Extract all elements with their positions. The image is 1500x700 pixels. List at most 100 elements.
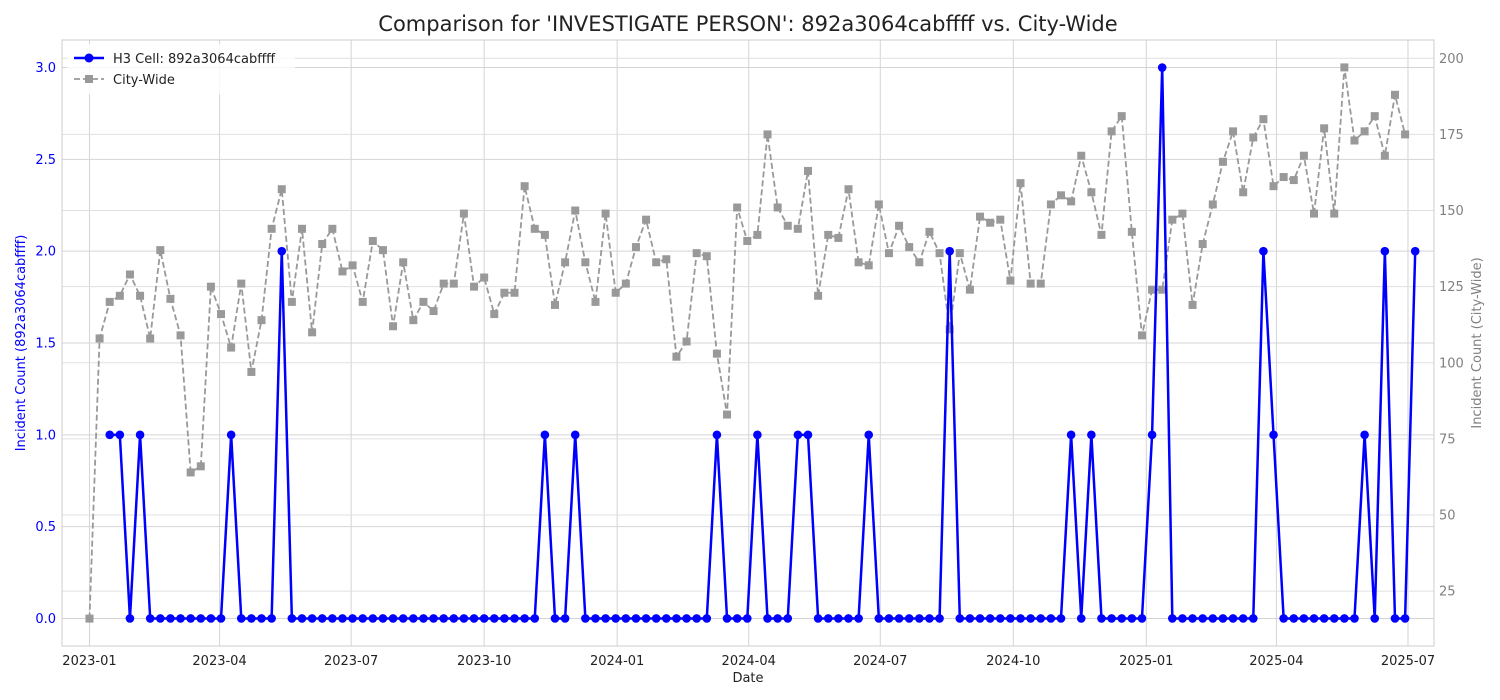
h3-cell-point (874, 614, 884, 623)
h3-cell-point (135, 430, 145, 440)
h3-cell-point (611, 614, 621, 623)
h3-cell-point (753, 430, 762, 440)
city-wide-point (550, 300, 559, 309)
city-wide-point (925, 227, 934, 236)
h3-cell-point (975, 614, 985, 623)
h3-cell-point (844, 614, 853, 623)
h3-cell-point (317, 614, 327, 623)
h3-cell-point (156, 614, 165, 623)
city-wide-point (348, 261, 357, 270)
h3-cell-point (459, 614, 469, 623)
y-left-tick-label: 2.5 (35, 153, 56, 168)
h3-cell-point (267, 614, 276, 623)
h3-cell-point (196, 614, 206, 623)
h3-cell-point (166, 614, 175, 623)
h3-cell-point (1208, 614, 1218, 623)
legend-marker-city-wide (85, 75, 93, 83)
h3-cell-point (1198, 614, 1207, 623)
city-wide-point (105, 297, 114, 306)
city-wide-point (803, 166, 812, 175)
h3-cell-point (894, 614, 904, 623)
city-wide-point (642, 215, 651, 224)
city-wide-point (905, 243, 914, 252)
city-wide-point (136, 291, 145, 300)
city-wide-point (146, 334, 155, 343)
city-wide-point (1259, 115, 1268, 124)
city-wide-point (965, 285, 974, 294)
h3-cell-point (803, 430, 813, 440)
series-h3-cell (105, 63, 1420, 623)
city-wide-point (611, 288, 620, 297)
y-right-tick-label: 125 (1439, 280, 1464, 295)
h3-cell-point (398, 614, 408, 623)
city-wide-point (955, 249, 964, 258)
city-wide-point (986, 218, 995, 227)
h3-cell-point (1016, 614, 1025, 623)
h3-cell-point (1309, 614, 1319, 623)
city-wide-point (125, 270, 134, 279)
city-wide-point (1117, 112, 1126, 121)
city-wide-point (631, 243, 640, 252)
h3-cell-point (935, 614, 944, 623)
city-wide-point (814, 291, 823, 300)
city-wide-point (1208, 200, 1217, 209)
city-wide-point (753, 230, 762, 239)
city-wide-point (267, 224, 276, 233)
h3-cell-point (1350, 614, 1359, 623)
y-right-tick-label: 25 (1439, 585, 1456, 600)
city-wide-point (1137, 331, 1146, 340)
city-wide-point (1299, 151, 1308, 160)
y-left-tick-label: 0.0 (35, 612, 56, 627)
city-wide-point (176, 331, 185, 340)
h3-cell-point (682, 614, 691, 623)
city-wide-point (1249, 133, 1258, 142)
city-wide-point (834, 233, 843, 242)
h3-cell-point (1066, 430, 1076, 440)
h3-cell-point (1147, 430, 1157, 440)
city-wide-point (1046, 200, 1055, 209)
h3-cell-point (773, 614, 782, 623)
h3-cell-point (115, 430, 125, 440)
h3-cell-point (560, 614, 570, 623)
h3-cell-point (904, 614, 914, 623)
y-right-tick-label: 200 (1439, 52, 1464, 67)
city-wide-point (1006, 276, 1015, 285)
h3-cell-point (1340, 614, 1349, 623)
series-city-wide (85, 63, 1410, 623)
h3-cell-point (500, 614, 509, 623)
h3-cell-point (1370, 614, 1380, 623)
city-wide-point (1168, 215, 1177, 224)
h3-cell-point (368, 614, 378, 623)
city-wide-point (895, 221, 904, 230)
h3-cell-point (479, 614, 489, 623)
city-wide-point (318, 240, 327, 249)
h3-cell-point (1248, 614, 1258, 623)
h3-cell-point (307, 614, 317, 623)
city-wide-point (692, 249, 701, 258)
city-wide-point (297, 224, 306, 233)
x-tick-label: 2024-07 (853, 654, 907, 669)
city-wide-point (1330, 209, 1339, 218)
city-wide-point (1289, 176, 1298, 185)
legend-marker-h3-cell (84, 53, 94, 63)
city-wide-point (257, 316, 266, 325)
h3-cell-point (216, 614, 226, 623)
city-wide-point (95, 334, 104, 343)
city-wide-point (1380, 151, 1389, 160)
city-wide-point (976, 212, 985, 221)
h3-cell-point (823, 614, 833, 623)
city-wide-point (470, 282, 479, 291)
y-left-axis-label: Incident Count (892a3064cabffff) (14, 235, 29, 452)
h3-cell-point (105, 430, 115, 440)
city-wide-point (844, 185, 853, 194)
city-wide-point (409, 316, 418, 325)
city-wide-point (217, 310, 226, 319)
city-wide-point (115, 291, 124, 300)
h3-cell-point (449, 614, 459, 623)
h3-cell-point (1238, 614, 1248, 623)
y-right-tick-label: 175 (1439, 128, 1464, 143)
city-wide-point (1370, 112, 1379, 121)
h3-cell-point (439, 614, 448, 623)
city-wide-point (510, 288, 519, 297)
city-wide-point (864, 261, 873, 270)
